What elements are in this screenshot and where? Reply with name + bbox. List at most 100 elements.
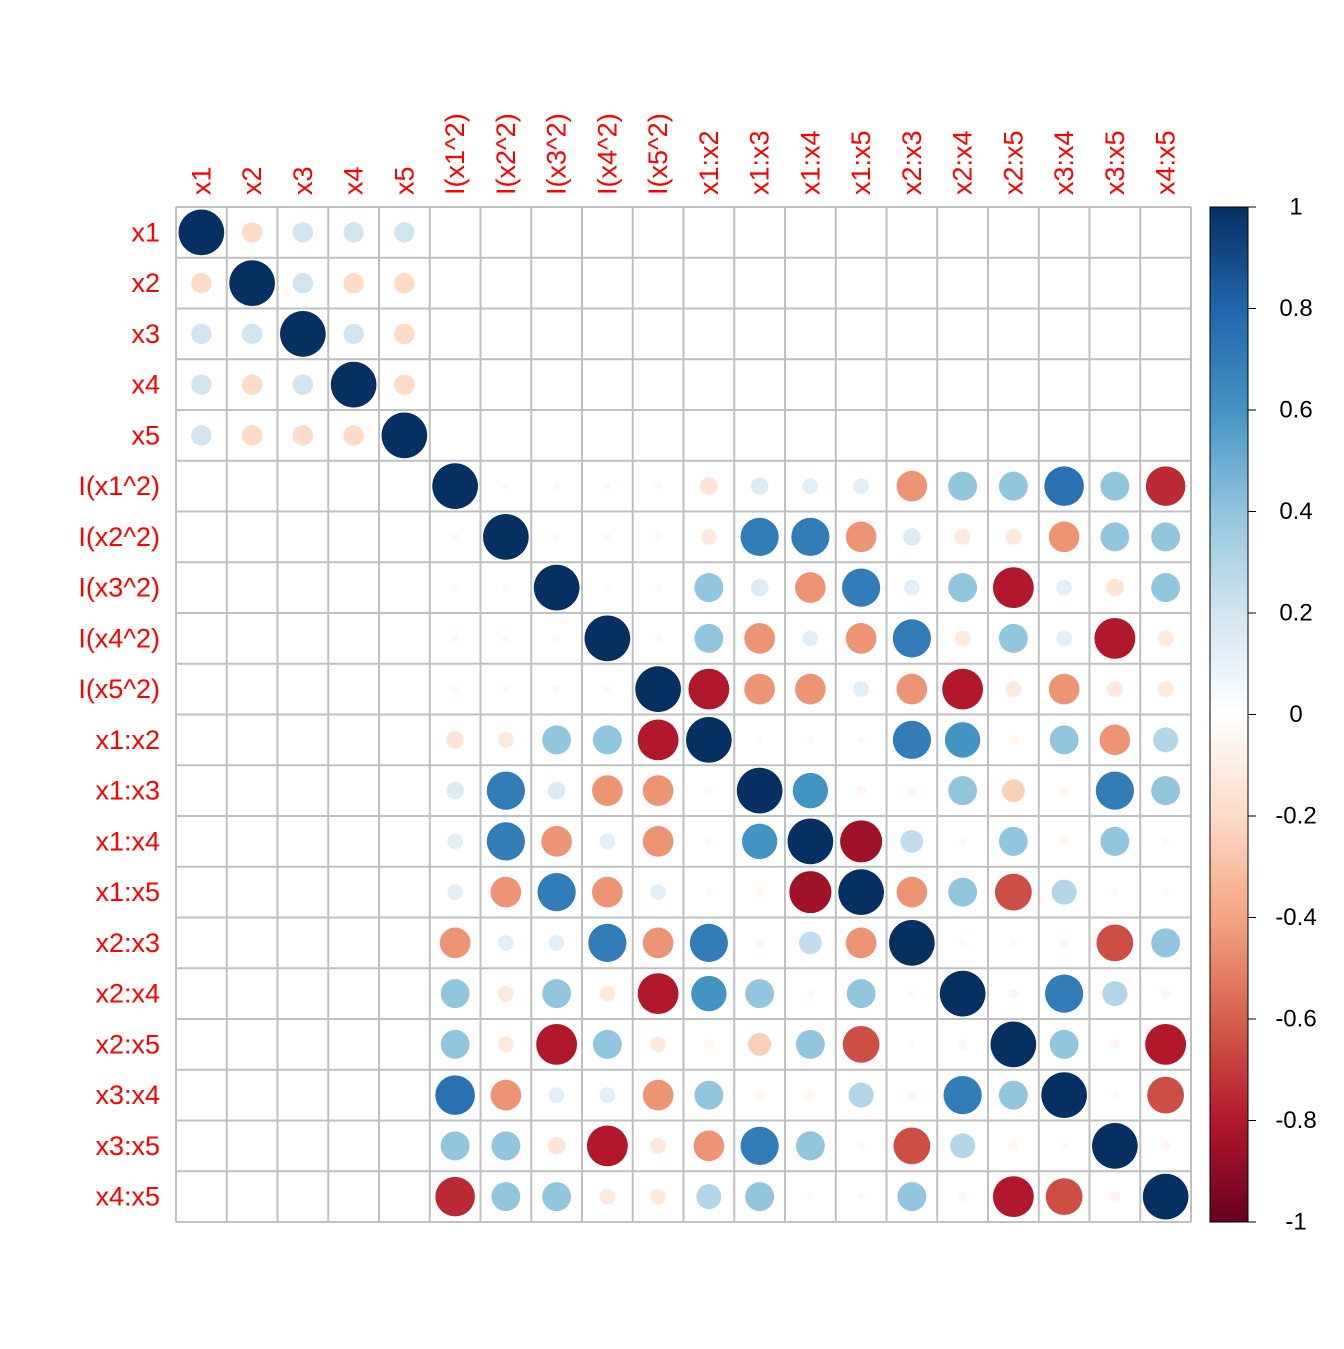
column-label: x3	[288, 166, 318, 195]
corr-circle-x3:x4-x2:x4	[943, 1076, 982, 1115]
corr-circle-x2:x3-I(x5^2)	[642, 927, 674, 959]
corr-circle-x2:x4-x1:x3	[745, 979, 775, 1009]
corr-circle-x1:x2-I(x5^2)	[637, 719, 679, 761]
corr-circle-x3:x5-x1:x5	[857, 1141, 866, 1150]
corr-circle-x3-x3	[280, 311, 326, 357]
corr-circle-I(x3^2)-x1:x4	[795, 572, 826, 603]
corr-circle-x1-x1	[178, 209, 225, 256]
corr-circle-I(x2^2)-x2:x5	[1005, 528, 1022, 545]
corr-circle-x1:x3-x4:x5	[1151, 776, 1181, 806]
corr-circle-I(x2^2)-x4:x5	[1151, 522, 1181, 552]
row-label: x1	[131, 217, 160, 247]
corr-circle-I(x5^2)-x3:x4	[1048, 673, 1080, 705]
corr-circle-x1:x5-x3:x5	[1110, 888, 1119, 897]
colorbar-tick-label: 0.4	[1279, 498, 1312, 525]
corr-circle-I(x2^2)-x1:x5	[845, 521, 877, 553]
column-label: x1:x4	[795, 130, 825, 195]
corr-circle-x4-x2	[241, 374, 263, 395]
row-label: I(x4^2)	[78, 623, 160, 653]
corr-circle-x1:x4-x3:x4	[1059, 836, 1070, 847]
corr-circle-x1:x3-x3:x4	[1059, 785, 1070, 796]
corr-circle-x1:x4-x1:x5	[840, 820, 883, 863]
column-label: x3:x4	[1049, 130, 1079, 195]
corr-circle-x1:x5-I(x4^2)	[592, 876, 623, 908]
corr-circle-x1:x3-I(x4^2)	[592, 775, 623, 806]
corr-circle-x2:x5-x4:x5	[1145, 1023, 1187, 1065]
corr-circle-x1:x5-x2:x4	[948, 877, 978, 907]
corr-circle-x4:x5-x1:x5	[857, 1192, 866, 1201]
corr-circle-x2:x4-x1:x2	[691, 975, 727, 1012]
corr-circle-I(x4^2)-I(x5^2)	[654, 634, 663, 643]
corr-circle-x3:x4-x4:x5	[1147, 1076, 1185, 1114]
column-label: x1:x3	[745, 130, 775, 195]
corr-circle-x1:x4-x1:x4	[787, 818, 834, 865]
corr-circle-x1:x5-I(x5^2)	[650, 884, 667, 901]
corr-circle-I(x5^2)-x1:x3	[744, 673, 775, 705]
corr-circle-I(x2^2)-x1:x2	[700, 528, 717, 545]
corr-circle-x2:x5-I(x2^2)	[497, 1036, 514, 1053]
corr-circle-I(x2^2)-I(x2^2)	[483, 514, 529, 560]
corr-circle-x2:x3-x4:x5	[1151, 928, 1181, 958]
corr-circle-x3-x1	[191, 323, 212, 345]
corr-circle-x2-x1	[191, 272, 212, 294]
corr-circle-I(x2^2)-I(x4^2)	[603, 532, 612, 541]
colorbar-tick-label: 0.2	[1279, 600, 1312, 627]
corr-circle-x3:x4-I(x2^2)	[490, 1079, 522, 1111]
corr-circle-x1:x3-I(x2^2)	[486, 771, 525, 810]
corr-circle-I(x5^2)-x3:x5	[1106, 681, 1123, 698]
corr-circle-x1:x4-x2:x5	[998, 826, 1028, 856]
corr-circle-x1:x4-x2:x3	[900, 829, 924, 853]
corr-circle-x3:x5-x2:x5	[1008, 1140, 1019, 1151]
corr-circle-I(x4^2)-x4:x5	[1157, 630, 1174, 647]
corr-circle-x1:x5-I(x1^2)	[447, 884, 464, 901]
column-label: x4	[339, 166, 369, 195]
corr-circle-x2:x4-x2:x5	[1008, 988, 1019, 999]
corr-circle-x1:x2-I(x4^2)	[592, 725, 622, 755]
corr-circle-I(x2^2)-x1:x4	[791, 517, 830, 556]
corr-circle-I(x3^2)-x1:x3	[750, 578, 769, 597]
corr-circle-I(x1^2)-x2:x4	[948, 471, 978, 501]
corr-circle-x2:x4-I(x5^2)	[637, 973, 679, 1015]
row-label: I(x5^2)	[78, 674, 160, 704]
corr-circle-I(x5^2)-x1:x2	[688, 668, 730, 710]
corr-circle-I(x1^2)-x3:x5	[1100, 471, 1130, 501]
corr-circle-x1:x4-I(x4^2)	[599, 833, 616, 850]
corr-circle-x3:x5-I(x3^2)	[547, 1137, 566, 1155]
corr-circle-x1:x2-x2:x4	[944, 722, 981, 758]
row-label: x2	[131, 268, 160, 298]
corr-circle-x1:x2-x4:x5	[1153, 727, 1179, 753]
corr-circle-x1:x2-x1:x4	[806, 735, 815, 744]
corr-circle-I(x4^2)-x1:x2	[694, 623, 724, 653]
corr-circle-x1:x3-x1:x3	[736, 767, 783, 814]
corr-circle-I(x4^2)-x1:x4	[802, 630, 819, 647]
corr-circle-x2:x4-I(x1^2)	[440, 979, 470, 1009]
corr-circle-x1:x5-x3:x4	[1051, 879, 1077, 905]
corr-circle-I(x3^2)-x2:x4	[948, 573, 978, 603]
corr-circle-x1:x3-x2:x5	[1001, 779, 1025, 803]
corr-circle-I(x2^2)-I(x1^2)	[451, 532, 460, 541]
corr-circle-I(x3^2)-I(x1^2)	[451, 583, 460, 592]
corr-circle-I(x3^2)-x4:x5	[1151, 573, 1181, 603]
corr-circle-I(x5^2)-x1:x5	[853, 681, 870, 698]
corr-circle-x1:x2-x2:x5	[1008, 734, 1019, 745]
corr-circle-x1:x4-x2:x4	[958, 837, 967, 846]
corr-circle-I(x1^2)-x2:x5	[998, 471, 1028, 501]
corr-circle-x2:x5-x3:x4	[1049, 1029, 1079, 1059]
corr-circle-I(x4^2)-I(x4^2)	[584, 615, 631, 662]
colorbar-tick-label: -0.4	[1275, 904, 1316, 931]
corr-circle-x3:x5-x2:x3	[893, 1127, 931, 1165]
corr-circle-x1:x2-I(x3^2)	[542, 725, 572, 755]
row-label: I(x2^2)	[78, 522, 160, 552]
corr-circle-x1-x2	[241, 222, 263, 243]
corr-circle-I(x4^2)-I(x2^2)	[501, 634, 510, 643]
corr-circle-x4:x5-x3:x4	[1045, 1178, 1083, 1216]
corr-circle-x1:x3-I(x5^2)	[642, 775, 674, 806]
corr-circle-x2:x4-x1:x5	[846, 979, 876, 1009]
row-label: x5	[131, 420, 160, 450]
corr-circle-x4:x5-I(x5^2)	[650, 1188, 667, 1205]
corr-circle-x2-x2	[229, 260, 275, 306]
corr-circle-I(x5^2)-x1:x4	[795, 673, 826, 705]
corr-circle-x2:x4-x2:x3	[907, 989, 916, 998]
column-label: x2:x3	[897, 130, 927, 195]
